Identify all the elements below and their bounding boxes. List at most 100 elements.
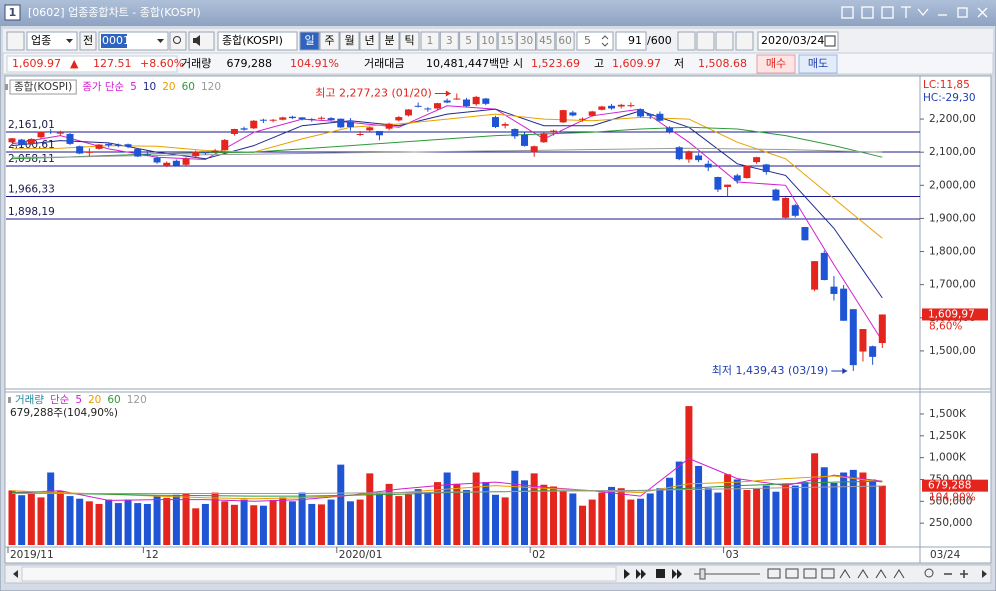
- interval-button[interactable]: [536, 31, 556, 51]
- volume-bar: [540, 484, 548, 545]
- scroll-right[interactable]: [982, 570, 987, 578]
- tool-icon[interactable]: [839, 569, 905, 579]
- fast-forward-button[interactable]: [636, 569, 646, 579]
- zoom-out-icon[interactable]: [924, 568, 934, 578]
- moving-average-line: [11, 113, 883, 239]
- toolbar-icon[interactable]: [677, 31, 696, 51]
- legend-marker: [5, 84, 8, 90]
- horizontal-line-label: 2,058,11: [8, 153, 55, 165]
- scroll-track[interactable]: [21, 566, 617, 582]
- period-button[interactable]: [379, 31, 400, 51]
- tool-icon[interactable]: [785, 568, 799, 579]
- app-icon: [4, 4, 21, 21]
- control-icon[interactable]: [901, 6, 911, 18]
- screen-icon[interactable]: [6, 31, 25, 51]
- buy-button[interactable]: [756, 54, 796, 74]
- volume-bar: [37, 497, 45, 545]
- volume-bar: [308, 503, 316, 545]
- toolbar-icon[interactable]: [696, 31, 715, 51]
- sell-button[interactable]: [798, 54, 838, 74]
- candle-body: [656, 113, 664, 121]
- candle-body: [695, 155, 703, 161]
- last-volume-ratio: 104,90%: [929, 492, 976, 504]
- info-change-pct: +8.60%: [140, 57, 184, 70]
- search-icon: [173, 36, 181, 44]
- interval-button[interactable]: [517, 31, 536, 51]
- info-amount-label: 거래대금: [364, 57, 404, 70]
- volume-bar: [221, 501, 229, 545]
- toolbar-icon[interactable]: [715, 31, 734, 51]
- interval-button[interactable]: [478, 31, 498, 51]
- search-button[interactable]: [169, 31, 187, 51]
- volume-bar: [105, 499, 113, 545]
- volume-bar: [550, 486, 558, 545]
- tool-icon[interactable]: [767, 568, 781, 579]
- date-input[interactable]: [757, 31, 839, 51]
- period-button[interactable]: [339, 31, 360, 51]
- candle-body: [250, 120, 258, 129]
- volume-bar: [859, 472, 867, 545]
- end-button[interactable]: [672, 569, 682, 579]
- maximize-button[interactable]: [957, 7, 968, 18]
- interval-button[interactable]: [459, 31, 479, 51]
- volume-bar: [327, 499, 335, 545]
- window-title: [0602] 업종종합차트 - 종합(KOSPI): [28, 6, 201, 19]
- interval-button[interactable]: [420, 31, 440, 51]
- interval-button[interactable]: [439, 31, 459, 51]
- name-input[interactable]: [217, 31, 298, 51]
- volume-bar: [404, 494, 412, 545]
- play-button[interactable]: [624, 569, 630, 579]
- buy-label[interactable]: 매수: [766, 57, 786, 70]
- close-button[interactable]: [977, 7, 988, 18]
- volume-bar: [395, 496, 403, 545]
- toolbar-icon[interactable]: [735, 31, 754, 51]
- interval-button[interactable]: [555, 31, 575, 51]
- period-button[interactable]: [359, 31, 380, 51]
- scroll-left[interactable]: [13, 570, 18, 578]
- sell-label[interactable]: 매도: [808, 57, 828, 70]
- period-button[interactable]: [319, 31, 340, 51]
- control-icon[interactable]: [881, 6, 894, 19]
- interval-button[interactable]: [497, 31, 517, 51]
- info-volume-label: 거래량: [181, 57, 211, 70]
- zoom-buttons[interactable]: [944, 570, 968, 578]
- candle-body: [521, 134, 529, 146]
- volume-bar: [724, 474, 732, 545]
- volume-bar: [279, 497, 287, 545]
- count-input[interactable]: [615, 31, 647, 51]
- control-icon[interactable]: [861, 6, 874, 19]
- volume-bar: [569, 493, 577, 545]
- y-tick-label: 1,500,00: [929, 345, 976, 357]
- info-direction: ▲: [70, 57, 79, 70]
- moving-average-line: [12, 485, 883, 494]
- info-price-box: [6, 55, 178, 73]
- spinner: [601, 35, 609, 47]
- candle-body: [346, 121, 354, 128]
- volume-bar: [801, 482, 809, 545]
- horizontal-line-label: 2,161,01: [8, 119, 55, 131]
- info-volume: 679,288: [227, 57, 273, 70]
- control-icon[interactable]: [917, 8, 929, 17]
- tool-icon[interactable]: [803, 568, 817, 579]
- zoom-thumb[interactable]: [699, 568, 706, 580]
- stop-button[interactable]: [656, 569, 665, 578]
- y-tick-label: 250,000: [929, 517, 972, 529]
- period-button[interactable]: [399, 31, 420, 51]
- info-high: 1,609.97: [612, 57, 661, 70]
- annotation-arrowhead: [445, 90, 451, 97]
- sound-button[interactable]: [188, 31, 215, 51]
- volume-bar: [47, 472, 55, 545]
- candle-body: [433, 103, 441, 109]
- candle-body: [714, 177, 722, 190]
- market-select[interactable]: [26, 31, 78, 51]
- period-button[interactable]: [299, 31, 320, 51]
- legend-entry: 5: [130, 81, 137, 93]
- tool-icon[interactable]: [821, 568, 835, 579]
- interval-input[interactable]: [576, 31, 614, 51]
- volume-bar: [298, 492, 306, 545]
- scope-button[interactable]: [79, 31, 97, 51]
- control-icon[interactable]: [841, 6, 854, 19]
- candle-body: [279, 117, 287, 120]
- y-tick-label: 1,700,00: [929, 279, 976, 291]
- candle-body: [588, 111, 596, 116]
